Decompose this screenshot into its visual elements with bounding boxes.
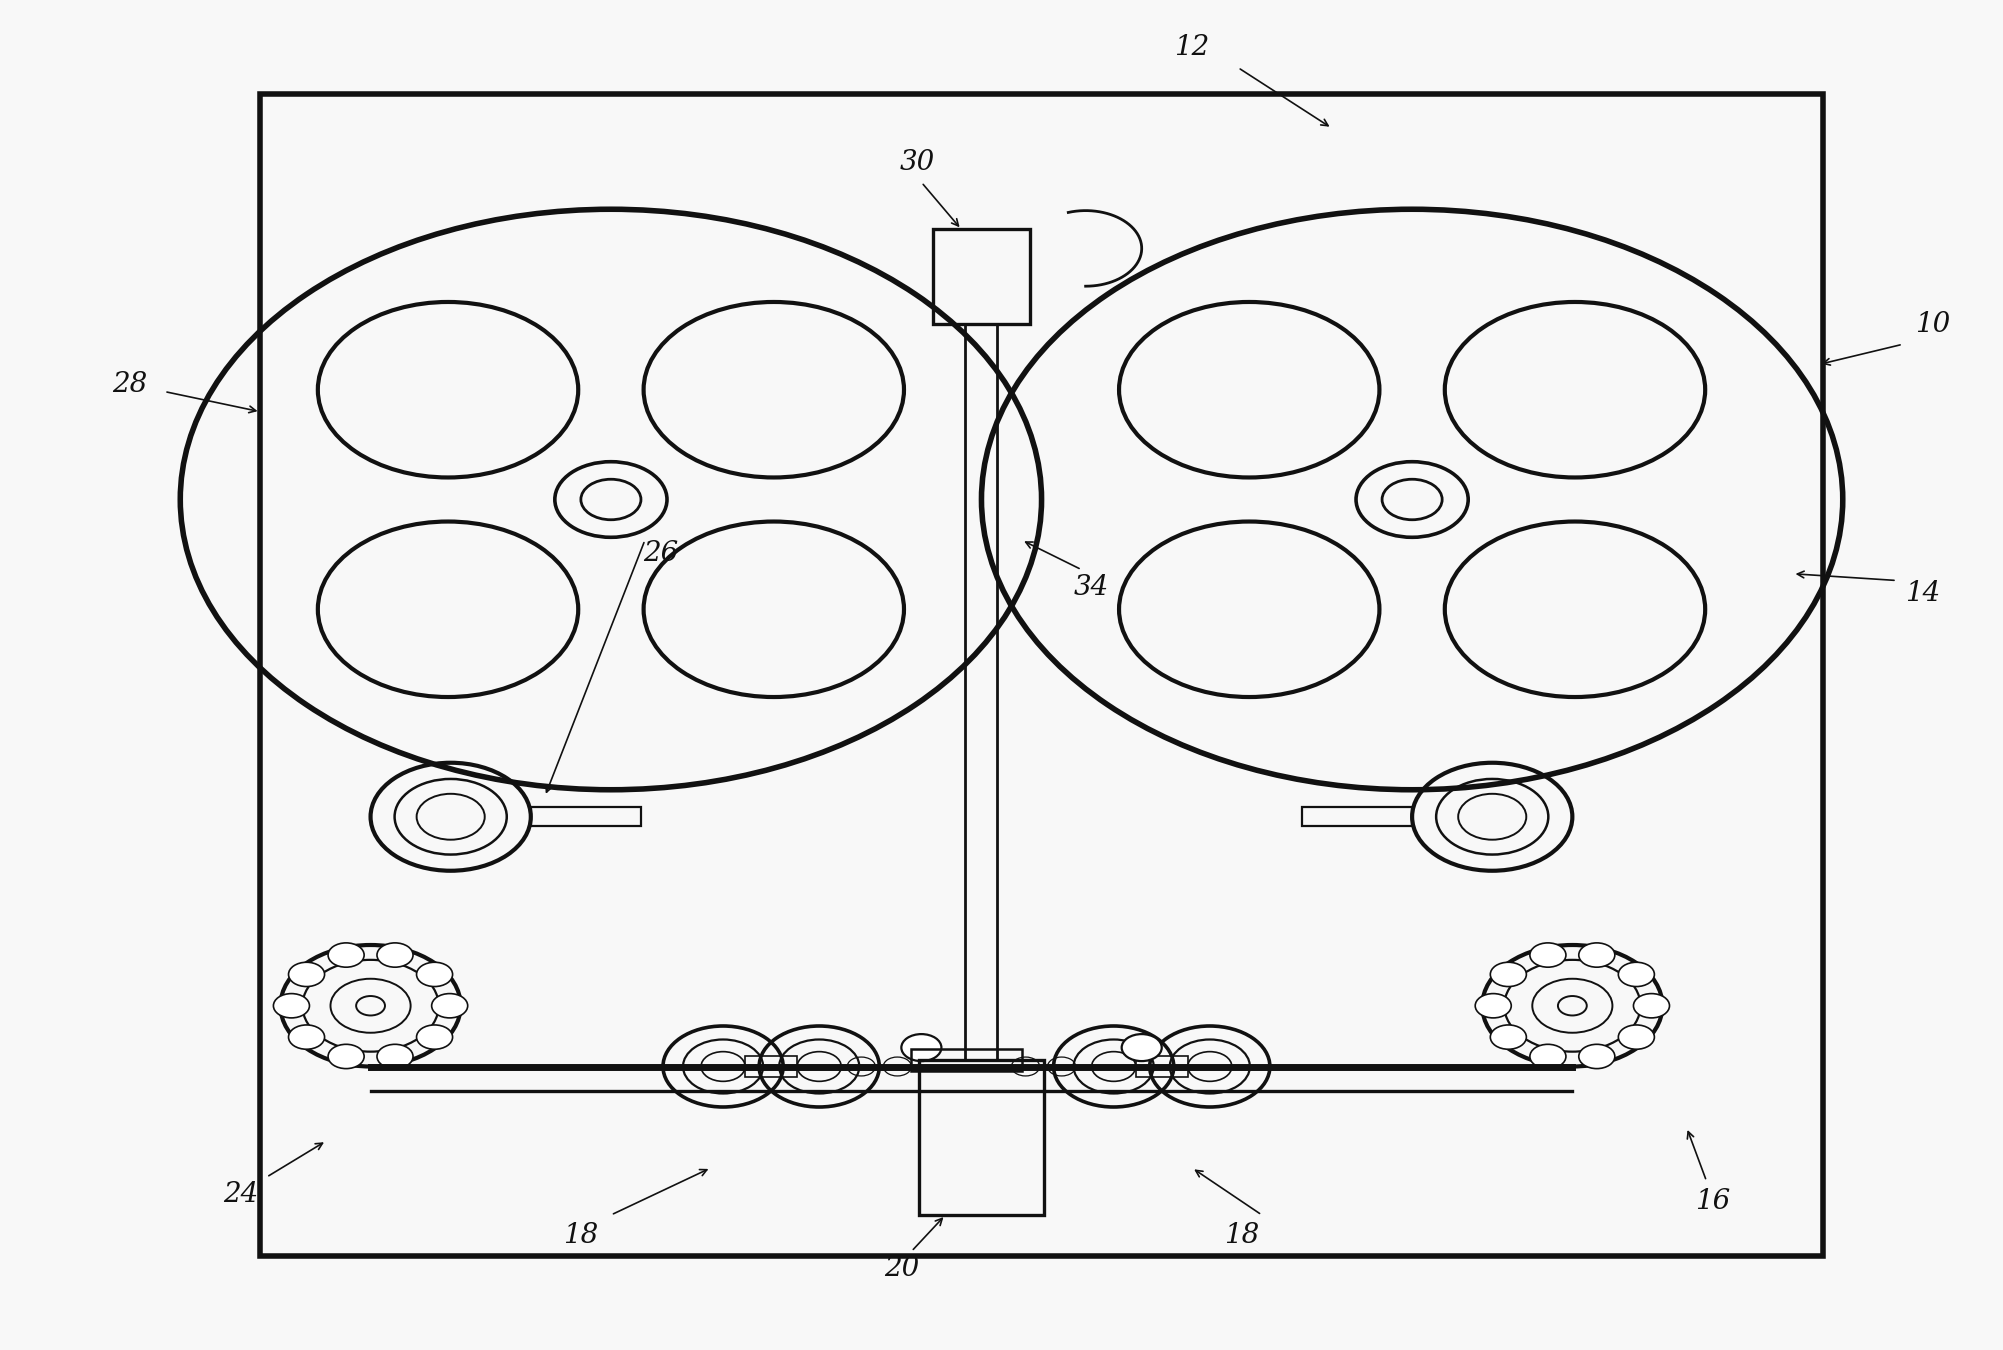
Circle shape bbox=[431, 994, 467, 1018]
Bar bbox=[260, 95, 1823, 1256]
Bar bbox=[965, 324, 997, 1060]
Text: 24: 24 bbox=[222, 1181, 258, 1208]
Circle shape bbox=[1618, 1025, 1654, 1049]
Text: 12: 12 bbox=[1174, 34, 1210, 61]
Text: 18: 18 bbox=[563, 1222, 599, 1249]
Circle shape bbox=[377, 1045, 413, 1069]
Text: 10: 10 bbox=[1915, 310, 1951, 338]
Circle shape bbox=[1490, 963, 1526, 987]
Circle shape bbox=[417, 1025, 453, 1049]
Circle shape bbox=[288, 1025, 324, 1049]
Bar bbox=[911, 1049, 1022, 1071]
Bar bbox=[933, 230, 1030, 324]
Circle shape bbox=[1122, 1034, 1162, 1061]
Text: 34: 34 bbox=[1074, 574, 1110, 601]
Circle shape bbox=[1578, 1045, 1614, 1069]
Bar bbox=[745, 1056, 797, 1077]
Circle shape bbox=[1578, 942, 1614, 967]
Text: 26: 26 bbox=[643, 540, 679, 567]
Circle shape bbox=[328, 942, 365, 967]
Circle shape bbox=[1490, 1025, 1526, 1049]
Circle shape bbox=[272, 994, 308, 1018]
Bar bbox=[531, 807, 641, 826]
Text: 28: 28 bbox=[112, 371, 148, 398]
Bar bbox=[1302, 807, 1412, 826]
Text: 16: 16 bbox=[1695, 1188, 1731, 1215]
Text: 20: 20 bbox=[883, 1256, 919, 1282]
Circle shape bbox=[1618, 963, 1654, 987]
Circle shape bbox=[901, 1034, 941, 1061]
Circle shape bbox=[377, 942, 413, 967]
Circle shape bbox=[1474, 994, 1512, 1018]
Circle shape bbox=[1530, 1045, 1566, 1069]
Circle shape bbox=[1634, 994, 1671, 1018]
Bar bbox=[1136, 1056, 1188, 1077]
Text: 18: 18 bbox=[1224, 1222, 1260, 1249]
Text: 30: 30 bbox=[899, 148, 935, 176]
Circle shape bbox=[417, 963, 453, 987]
Circle shape bbox=[288, 963, 324, 987]
Bar bbox=[919, 1060, 1044, 1215]
Text: 14: 14 bbox=[1905, 580, 1941, 608]
Circle shape bbox=[328, 1045, 365, 1069]
Circle shape bbox=[1530, 942, 1566, 967]
